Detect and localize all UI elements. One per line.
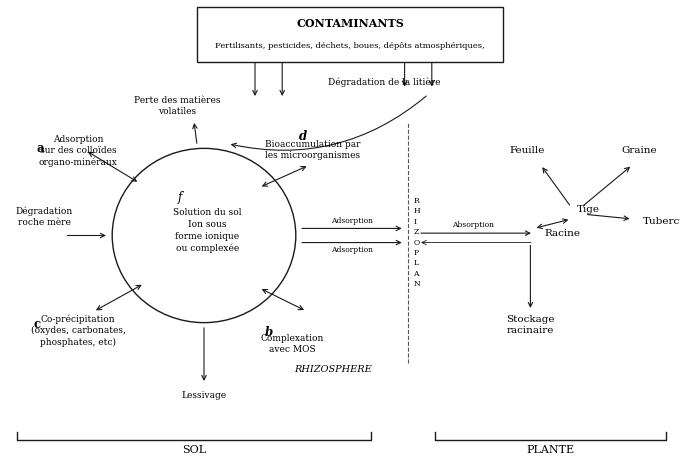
Text: PLANTE: PLANTE — [527, 445, 575, 455]
Text: a: a — [37, 142, 45, 155]
Text: CONTAMINANTS: CONTAMINANTS — [296, 18, 404, 29]
FancyBboxPatch shape — [197, 7, 503, 62]
Text: d: d — [299, 130, 307, 143]
Text: b: b — [265, 325, 273, 339]
Text: Co-précipitation
(oxydes, carbonates,
phosphates, etc): Co-précipitation (oxydes, carbonates, ph… — [31, 315, 126, 347]
Text: Fertilisants, pesticides, déchets, boues, dépôts atmosphériques,: Fertilisants, pesticides, déchets, boues… — [216, 41, 485, 49]
Text: Adsorption: Adsorption — [331, 218, 373, 225]
Text: SOL: SOL — [182, 445, 206, 455]
Text: Tige: Tige — [577, 205, 600, 214]
Text: Dégradation
roche mère: Dégradation roche mère — [16, 206, 73, 227]
Text: Solution du sol
Ion sous
forme ionique
ou complexée: Solution du sol Ion sous forme ionique o… — [173, 208, 241, 253]
Text: Racine: Racine — [544, 228, 580, 238]
Text: Adsorption
sur des colloïdes
organo-minéraux: Adsorption sur des colloïdes organo-miné… — [39, 135, 118, 167]
Text: Complexation
avec MOS: Complexation avec MOS — [260, 334, 324, 354]
Text: c: c — [34, 318, 41, 332]
Text: Absorption: Absorption — [452, 221, 494, 229]
Text: R
H
I
Z
O
P
L
A
N: R H I Z O P L A N — [413, 197, 420, 288]
Ellipse shape — [112, 148, 296, 323]
Text: f: f — [178, 191, 182, 204]
Text: Graine: Graine — [622, 146, 657, 155]
Text: Stockage
racinaire: Stockage racinaire — [506, 315, 555, 335]
Text: Dégradation de la litière: Dégradation de la litière — [328, 78, 441, 87]
Text: Perte des matières
volatiles: Perte des matières volatiles — [133, 96, 220, 116]
Text: Tubercule: Tubercule — [643, 217, 680, 226]
Text: Bioaccumulation par
les microorganismes: Bioaccumulation par les microorganismes — [265, 140, 360, 160]
Text: Feuille: Feuille — [509, 146, 545, 155]
Text: Adsorption: Adsorption — [331, 246, 373, 253]
Text: Lessivage: Lessivage — [182, 391, 226, 400]
Text: RHIZOSPHERE: RHIZOSPHERE — [294, 365, 372, 374]
